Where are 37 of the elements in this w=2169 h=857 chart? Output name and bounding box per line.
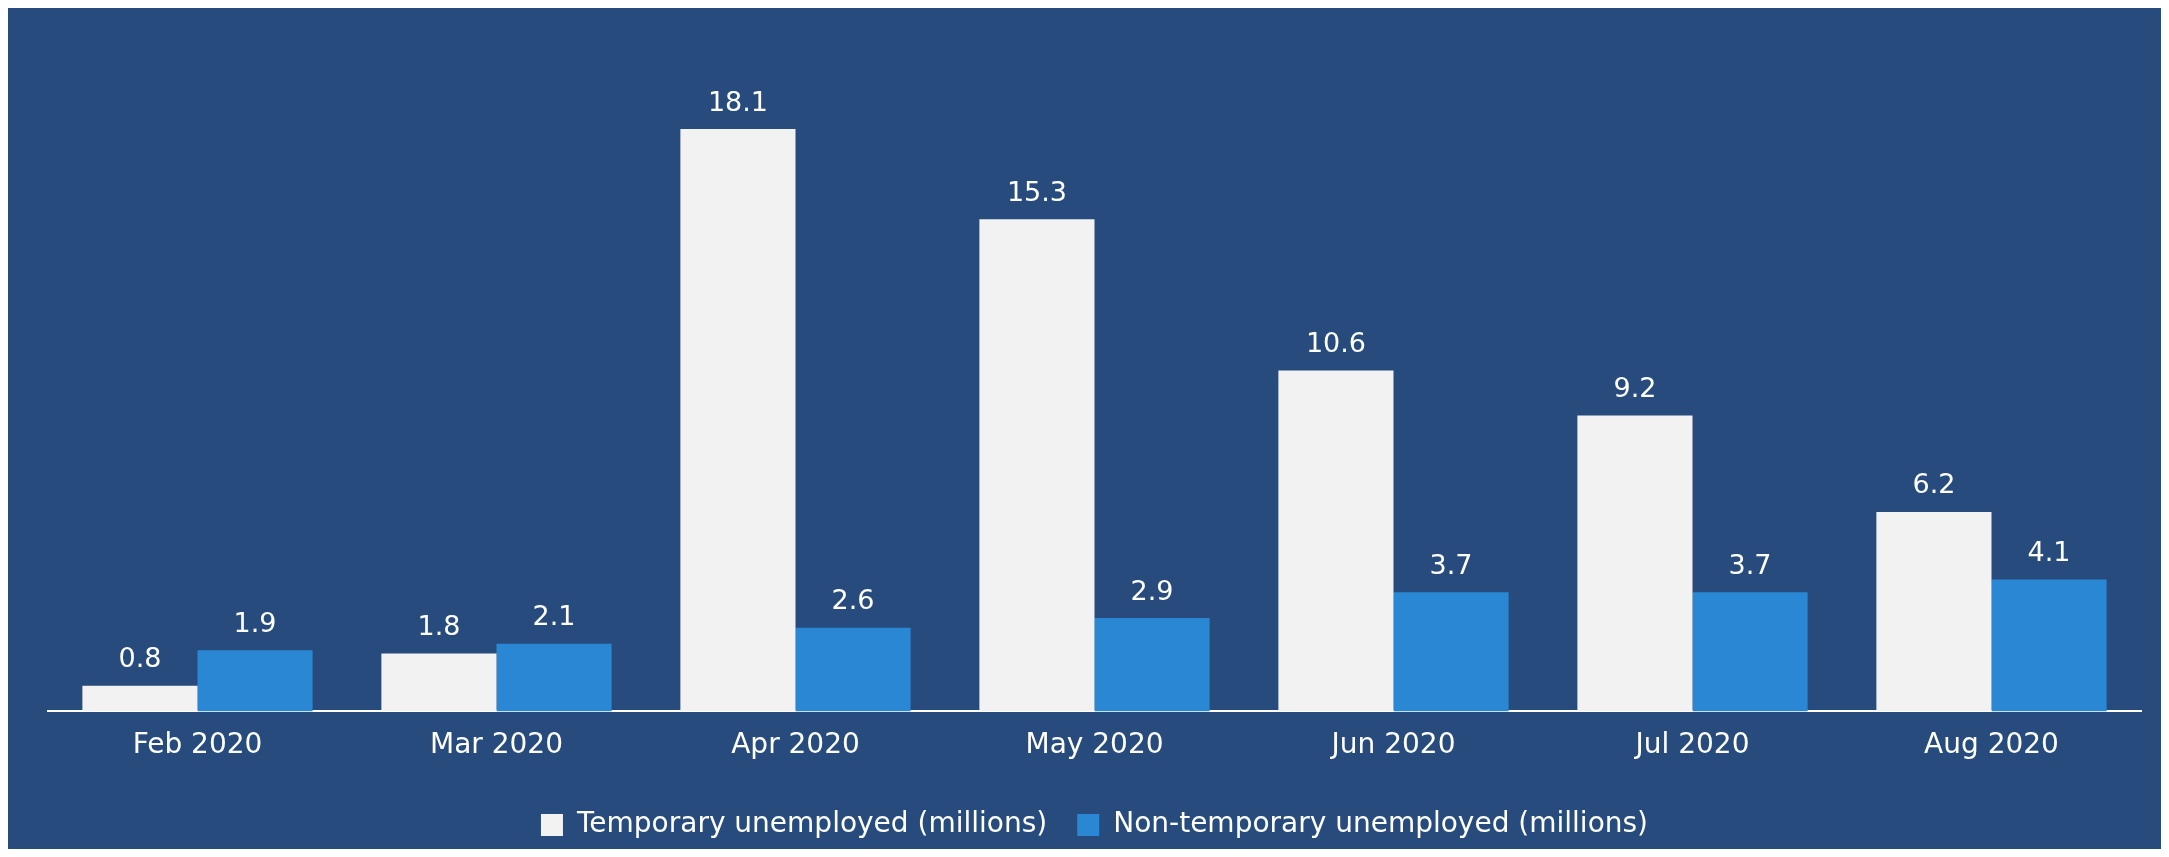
bar <box>1876 511 1992 712</box>
bar <box>1991 579 2107 712</box>
bar <box>1278 370 1394 712</box>
data-label: 3.7 <box>1728 548 1772 580</box>
data-label: 2.9 <box>1130 574 1174 606</box>
bar <box>381 653 497 712</box>
data-label: 3.7 <box>1429 548 1473 580</box>
data-label: 2.6 <box>831 584 875 616</box>
bar <box>979 219 1095 712</box>
data-label: 0.8 <box>118 642 162 674</box>
legend-label: Temporary unemployed (millions) <box>575 806 1048 840</box>
data-label: 9.2 <box>1613 371 1657 403</box>
data-label: 1.9 <box>233 606 277 638</box>
bar <box>496 643 612 712</box>
bar <box>197 650 313 712</box>
x-tick-label: Feb 2020 <box>132 727 263 761</box>
bar <box>1393 592 1509 712</box>
legend-label: Non-temporary unemployed (millions) <box>1113 806 1649 840</box>
x-tick-label: Mar 2020 <box>430 727 563 761</box>
bar <box>1094 618 1210 712</box>
bar <box>1577 415 1693 712</box>
data-label: 18.1 <box>707 85 769 117</box>
data-label: 2.1 <box>532 600 576 632</box>
bar <box>795 627 911 712</box>
bar <box>680 129 796 712</box>
x-tick-label: Aug 2020 <box>1924 727 2059 761</box>
x-tick-label: Jun 2020 <box>1329 727 1456 761</box>
data-label: 1.8 <box>417 610 461 642</box>
x-tick-label: Jul 2020 <box>1633 727 1750 761</box>
data-label: 6.2 <box>1912 468 1956 500</box>
bar <box>1692 592 1808 712</box>
data-label: 10.6 <box>1305 326 1367 358</box>
data-label: 15.3 <box>1006 175 1068 207</box>
bar <box>82 685 198 712</box>
data-label: 4.1 <box>2027 536 2071 568</box>
x-tick-label: May 2020 <box>1025 727 1164 761</box>
x-tick-label: Apr 2020 <box>731 727 860 761</box>
